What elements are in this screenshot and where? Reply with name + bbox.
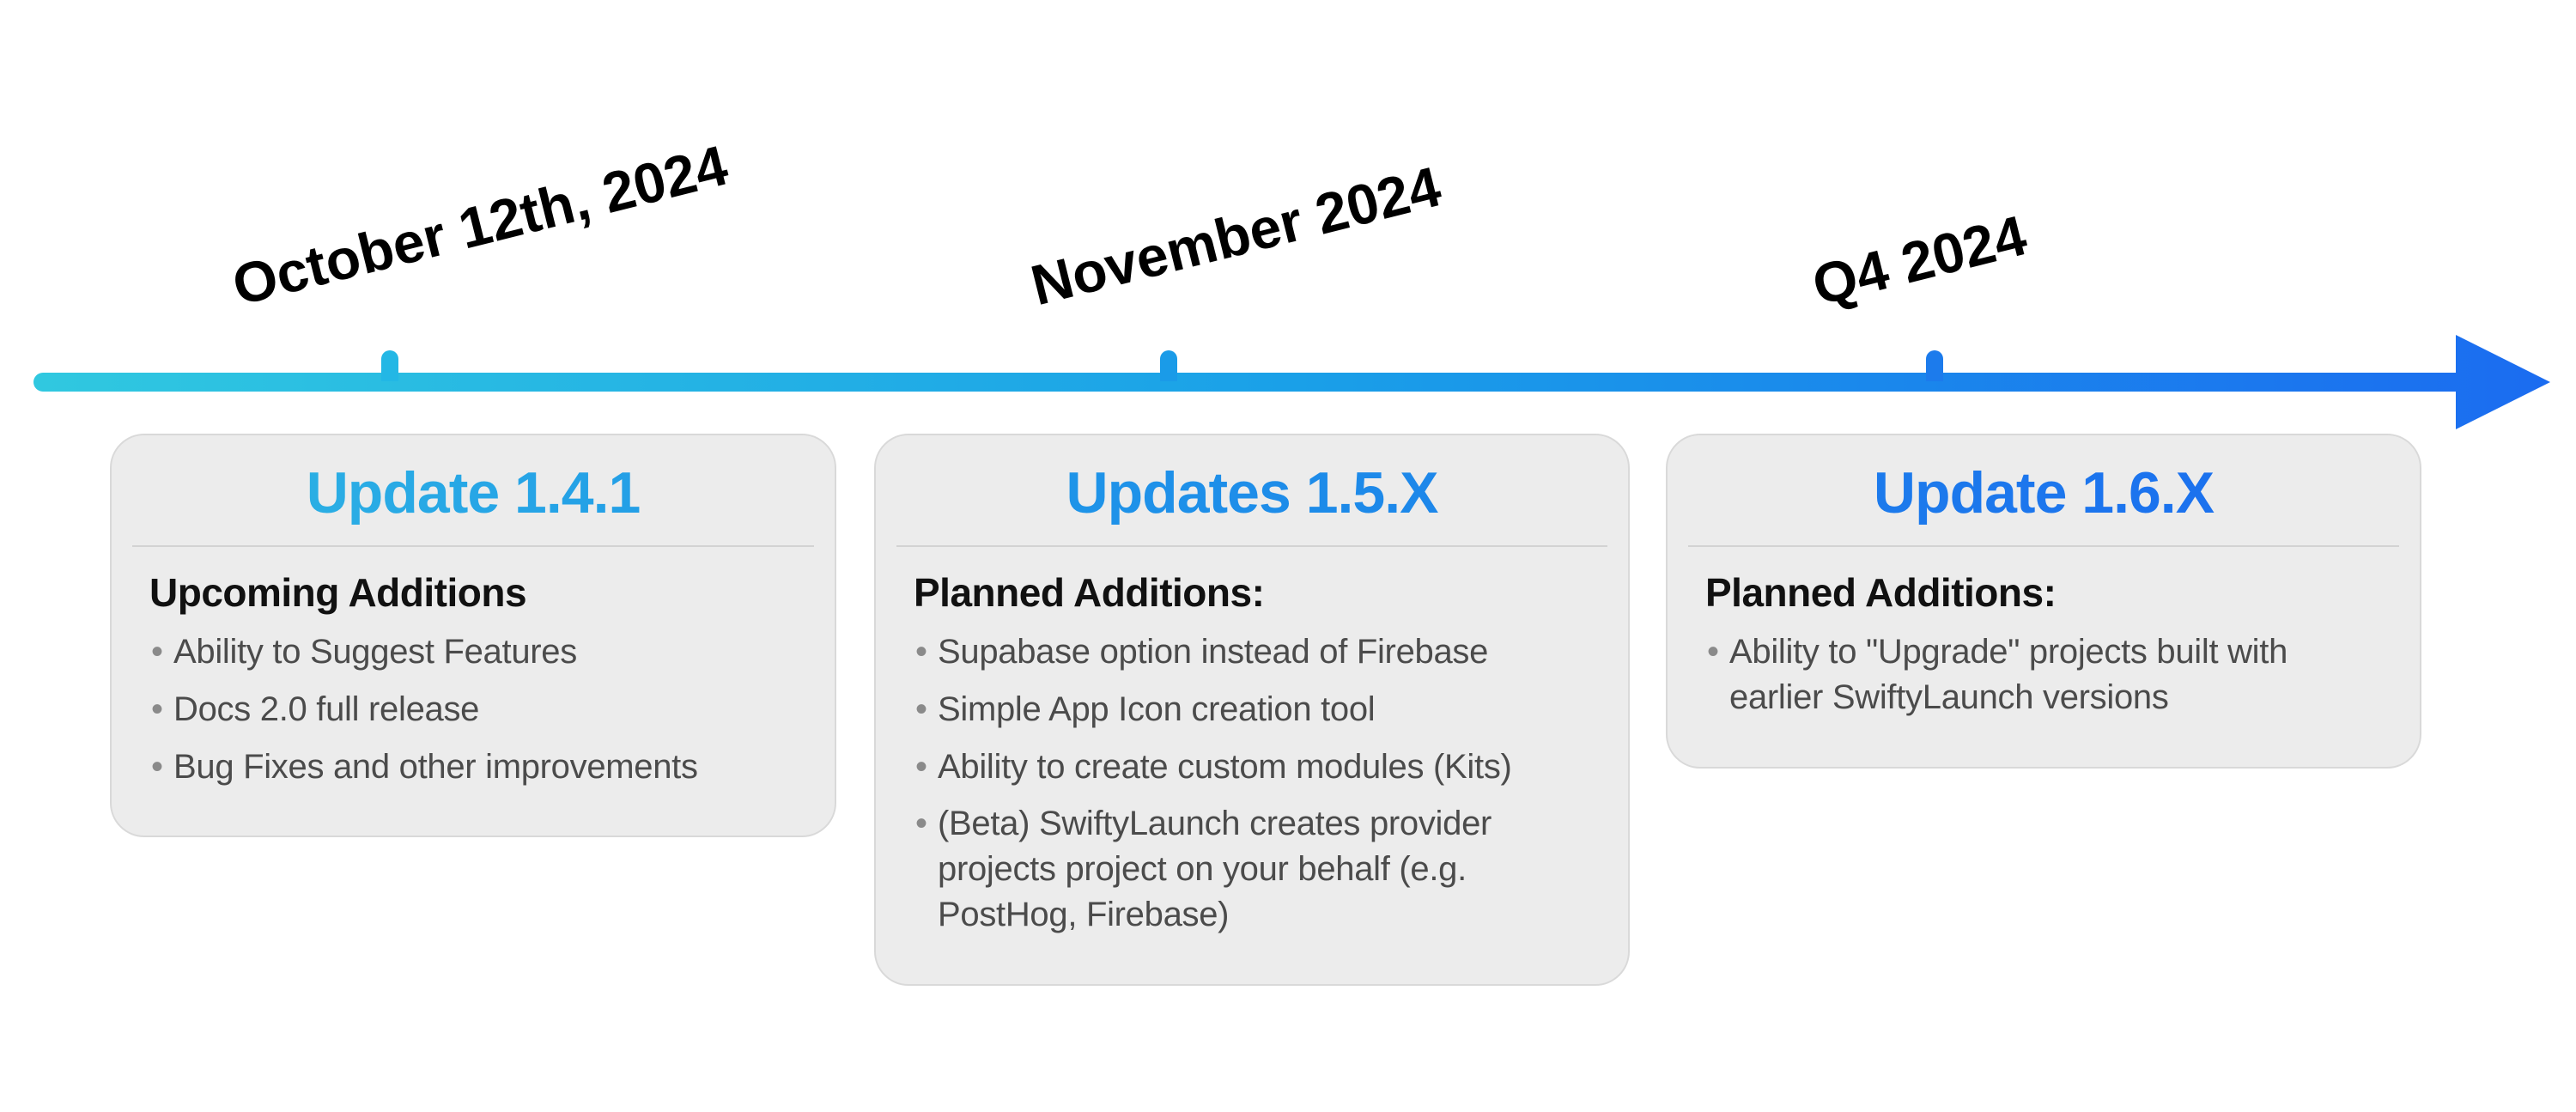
card-body: Planned Additions: Ability to "Upgrade" p…: [1668, 547, 2420, 767]
card-item: Simple App Icon creation tool: [938, 687, 1590, 732]
card-body: Planned Additions: Supabase option instea…: [876, 547, 1628, 984]
timeline-tick: [1160, 350, 1177, 381]
card-item: Docs 2.0 full release: [173, 687, 797, 732]
card-item-list: Ability to Suggest Features Docs 2.0 full…: [149, 629, 797, 789]
card-title: Updates 1.5.X: [876, 435, 1628, 545]
card-item: Ability to create custom modules (Kits): [938, 744, 1590, 790]
card-subtitle: Planned Additions:: [1705, 569, 2382, 616]
card-item: Ability to Suggest Features: [173, 629, 797, 675]
card-subtitle: Planned Additions:: [914, 569, 1590, 616]
update-card: Update 1.6.X Planned Additions: Ability to…: [1666, 434, 2421, 769]
card-item-list: Supabase option instead of Firebase Simpl…: [914, 629, 1590, 938]
card-title: Update 1.4.1: [112, 435, 835, 545]
update-card: Updates 1.5.X Planned Additions: Supabase …: [874, 434, 1630, 986]
milestone-date: November 2024: [1024, 153, 1447, 318]
card-subtitle: Upcoming Additions: [149, 569, 797, 616]
update-card: Update 1.4.1 Upcoming Additions Ability to…: [110, 434, 836, 837]
milestone-date: October 12th, 2024: [226, 132, 733, 319]
timeline-arrow: [0, 331, 2576, 434]
card-item-list: Ability to "Upgrade" projects built with…: [1705, 629, 2382, 720]
timeline-tick: [381, 350, 398, 381]
card-item: Bug Fixes and other improvements: [173, 744, 797, 790]
milestone-date: Q4 2024: [1806, 202, 2032, 318]
card-item: Supabase option instead of Firebase: [938, 629, 1590, 675]
card-title: Update 1.6.X: [1668, 435, 2420, 545]
card-body: Upcoming Additions Ability to Suggest Fea…: [112, 547, 835, 836]
card-item: (Beta) SwiftyLaunch creates provider pro…: [938, 801, 1590, 937]
timeline-tick: [1926, 350, 1943, 381]
card-item: Ability to "Upgrade" projects built with…: [1729, 629, 2382, 720]
